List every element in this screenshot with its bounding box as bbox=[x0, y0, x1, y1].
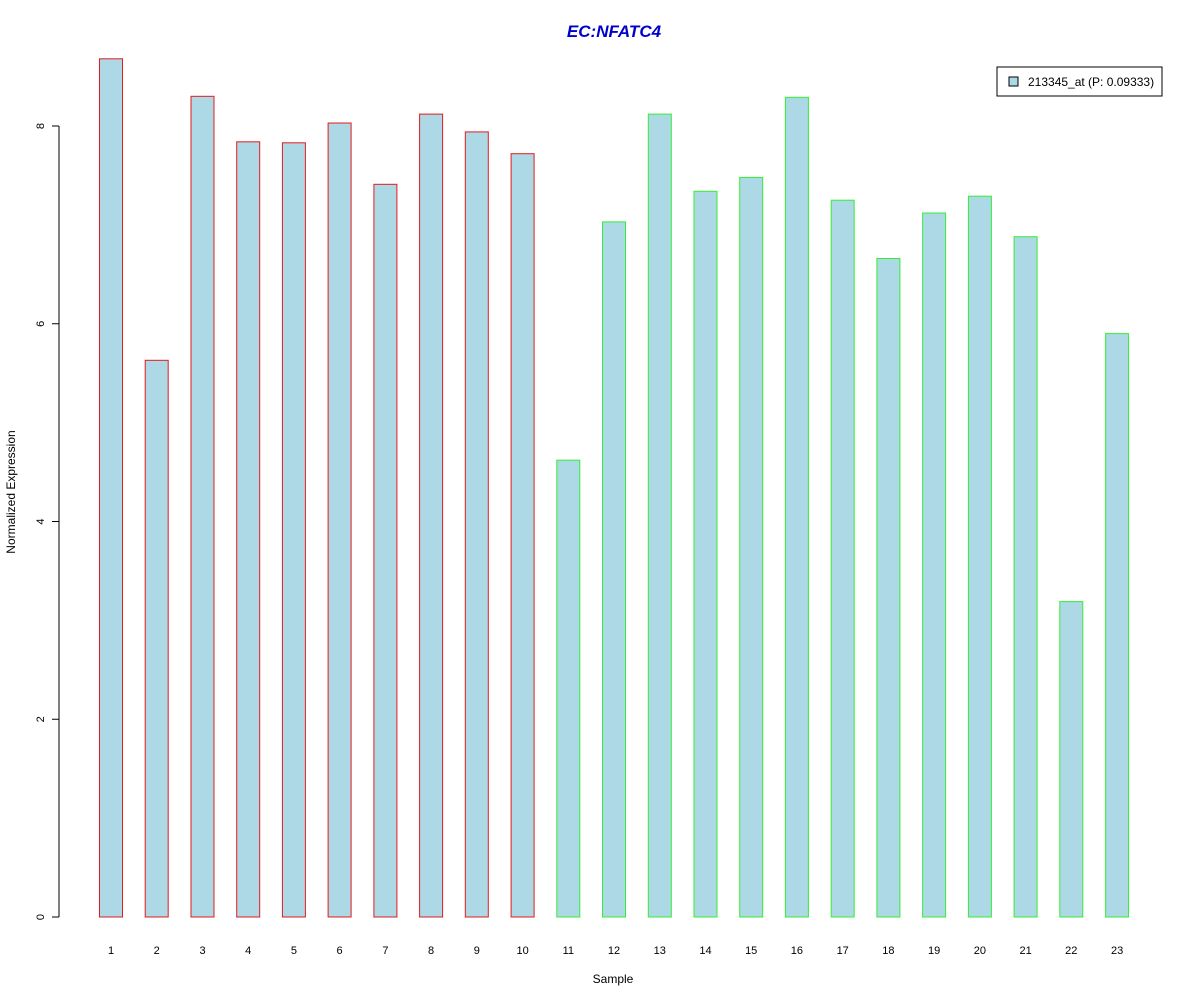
x-tick-label: 6 bbox=[337, 945, 343, 957]
x-tick-label: 22 bbox=[1065, 945, 1077, 957]
x-tick-label: 8 bbox=[428, 945, 434, 957]
y-tick-label: 4 bbox=[35, 518, 47, 524]
x-tick-label: 17 bbox=[837, 945, 849, 957]
x-tick-label: 1 bbox=[108, 945, 114, 957]
y-tick-label: 0 bbox=[35, 914, 47, 920]
x-tick-label: 12 bbox=[608, 945, 620, 957]
x-tick-label: 16 bbox=[791, 945, 803, 957]
legend-swatch bbox=[1008, 76, 1019, 87]
x-tick-label: 21 bbox=[1019, 945, 1031, 957]
bar-sample-8 bbox=[419, 113, 444, 918]
y-tick-label: 2 bbox=[35, 716, 47, 722]
bar-sample-17 bbox=[830, 199, 855, 918]
bar-sample-9 bbox=[464, 131, 489, 918]
bar-sample-3 bbox=[190, 95, 215, 918]
x-tick-label: 20 bbox=[974, 945, 986, 957]
bar-sample-5 bbox=[281, 142, 306, 918]
legend-box bbox=[996, 66, 1163, 97]
bar-sample-15 bbox=[739, 176, 764, 918]
bar-sample-7 bbox=[373, 183, 398, 918]
bar-sample-21 bbox=[1013, 236, 1038, 918]
bar-sample-6 bbox=[327, 122, 352, 918]
x-tick-label: 2 bbox=[154, 945, 160, 957]
x-tick-label: 23 bbox=[1111, 945, 1123, 957]
bar-sample-22 bbox=[1059, 601, 1084, 918]
legend: 213345_at (P: 0.09333) bbox=[996, 66, 1163, 97]
x-tick-label: 4 bbox=[245, 945, 251, 957]
x-tick-label: 5 bbox=[291, 945, 297, 957]
bar-sample-2 bbox=[144, 359, 169, 918]
bar-sample-20 bbox=[967, 195, 992, 918]
y-tick-label: 6 bbox=[35, 321, 47, 327]
y-axis-label: Normalized Expression bbox=[4, 430, 18, 553]
x-tick-label: 3 bbox=[199, 945, 205, 957]
x-tick-label: 11 bbox=[563, 945, 574, 957]
legend-entry: 213345_at (P: 0.09333) bbox=[1028, 75, 1154, 89]
x-tick-label: 7 bbox=[382, 945, 388, 957]
x-tick-label: 10 bbox=[516, 945, 528, 957]
bar-sample-23 bbox=[1105, 333, 1130, 918]
bar-sample-10 bbox=[510, 153, 535, 918]
x-tick-labels: 1 2 3 4 5 6 7 8 9 10 11 12 13 14 15 16 17 18 19 20 21 22 23 bbox=[108, 945, 1123, 957]
bar-sample-14 bbox=[693, 190, 718, 918]
chart-title: EC:NFATC4 bbox=[567, 22, 662, 41]
bar-sample-16 bbox=[784, 96, 809, 918]
x-tick-label: 18 bbox=[882, 945, 894, 957]
bar-sample-13 bbox=[647, 113, 672, 918]
bar-sample-4 bbox=[236, 141, 261, 918]
bar-sample-12 bbox=[602, 221, 626, 918]
y-tick-label: 8 bbox=[35, 123, 47, 129]
bar-sample-18 bbox=[876, 258, 901, 918]
x-tick-label: 15 bbox=[745, 945, 757, 957]
x-axis-label: Sample bbox=[593, 972, 634, 986]
x-tick-label: 13 bbox=[654, 945, 666, 957]
x-tick-label: 9 bbox=[474, 945, 480, 957]
y-axis: 0 2 4 6 8 bbox=[35, 123, 60, 920]
bar-sample-11 bbox=[556, 459, 581, 918]
x-tick-label: 19 bbox=[928, 945, 940, 957]
x-tick-label: 14 bbox=[699, 945, 711, 957]
bar-sample-19 bbox=[922, 212, 947, 918]
bar-sample-1 bbox=[99, 58, 123, 918]
bars bbox=[99, 58, 1130, 918]
